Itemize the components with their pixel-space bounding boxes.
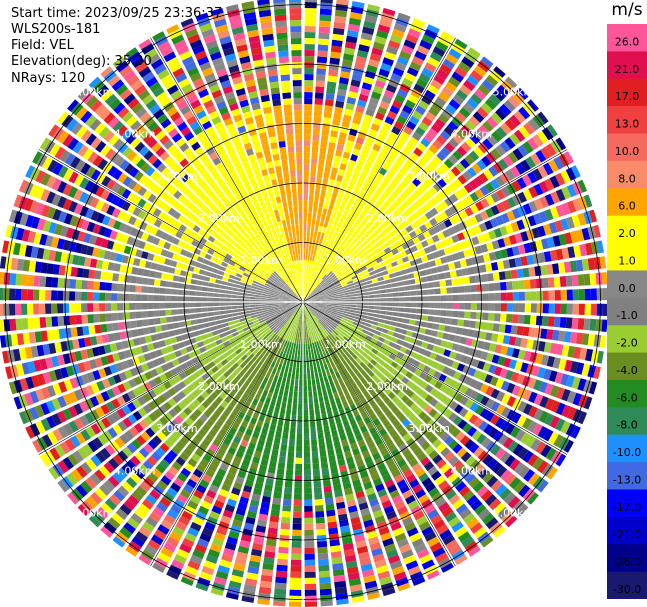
colorbar-swatch [607,407,647,436]
colorbar-swatch [607,297,647,326]
colorbar-swatch [607,544,647,573]
colorbar-tick-label: 13.0 [615,118,640,131]
colorbar-tick-label: -6.0 [616,391,637,404]
station-label: WLS200s-181 [11,22,101,37]
colorbar-tick-label: 0.0 [618,282,636,295]
range-ring-label: 2.00km [198,212,240,225]
range-ring-label: 2.00km [366,212,408,225]
colorbar-tick-label: -10.0 [613,446,641,459]
radar-gates [0,0,607,607]
colorbar-swatch [607,489,647,518]
colorbar-unit: m/s [611,0,643,20]
colorbar-swatch [607,160,647,189]
colorbar-swatch [607,352,647,381]
range-ring-label: 4.00km [114,464,156,477]
colorbar-tick-label: 6.0 [618,200,636,213]
range-ring-label: 3.00km [156,422,198,435]
colorbar-swatch [607,379,647,408]
colorbar-tick-label: -4.0 [616,364,637,377]
range-ring-label: 3.00km [156,170,198,183]
range-ring-label: 5.00km [493,86,535,99]
colorbar-swatch [607,434,647,463]
colorbar-tick-label: -21.0 [613,528,641,541]
range-ring-label: 2.00km [198,380,240,393]
colorbar-tick-label: 2.0 [618,227,636,240]
colorbar-tick-label: -26.0 [613,556,641,569]
range-ring-label: 3.00km [408,422,450,435]
start-time-label: Start time: 2023/09/25 23:36:37 [11,6,223,21]
ppi-plot: 1.00km 1.00km 1.00km 1.00km 2.00km 2.00km 2.00… [0,0,607,607]
colorbar-swatch [607,325,647,354]
range-ring-label: 1.00km [324,338,366,351]
elevation-label: Elevation(deg): 35.30 [11,54,152,69]
colorbar-tick-label: 10.0 [615,145,640,158]
range-ring-label: 1.00km [324,254,366,267]
colorbar-swatch [607,51,647,80]
colorbar-tick-label: -2.0 [616,337,637,350]
colorbar-swatch [607,571,647,599]
colorbar-tick-label: -30.0 [613,583,641,596]
nrays-label: NRays: 120 [11,71,86,86]
range-ring-label: 1.00km [240,338,282,351]
range-ring-label: 5.00km [72,86,114,99]
range-ring-label: 1.00km [240,254,282,267]
colorbar-tick-label: -1.0 [616,309,637,322]
colorbar-swatch [607,270,647,299]
colorbar-tick-label: 8.0 [618,172,636,185]
colorbar-tick-label: 1.0 [618,254,636,267]
colorbar-swatch [607,24,647,52]
colorbar-swatch [607,188,647,217]
colorbar-tick-label: 26.0 [615,35,640,48]
colorbar-swatch [607,106,647,135]
colorbar-swatch [607,215,647,244]
colorbar-swatch [607,462,647,490]
range-ring-label: 3.00km [408,170,450,183]
colorbar-tick-label: 21.0 [615,63,640,76]
range-ring-label: 2.00km [366,380,408,393]
colorbar-swatch [607,516,647,545]
range-ring-label: 4.00km [451,464,493,477]
colorbar-swatch [607,243,647,271]
colorbar-tick-label: 17.0 [615,90,640,103]
colorbar-tick-label: -8.0 [616,419,637,432]
field-label: Field: VEL [11,38,74,53]
colorbar-swatch [607,78,647,107]
range-ring-label: 4.00km [451,128,493,141]
range-ring-label: 5.00km [72,506,114,519]
range-ring-label: 5.00km [493,506,535,519]
colorbar: 26.0 21.0 17.0 13.0 10.0 8.0 6.0 2.0 1.0 0.0 -1.0 -… [607,24,647,599]
colorbar-tick-label: -13.0 [613,473,641,486]
colorbar-swatch [607,133,647,162]
colorbar-tick-label: -17.0 [613,501,641,514]
range-ring-label: 4.00km [114,128,156,141]
